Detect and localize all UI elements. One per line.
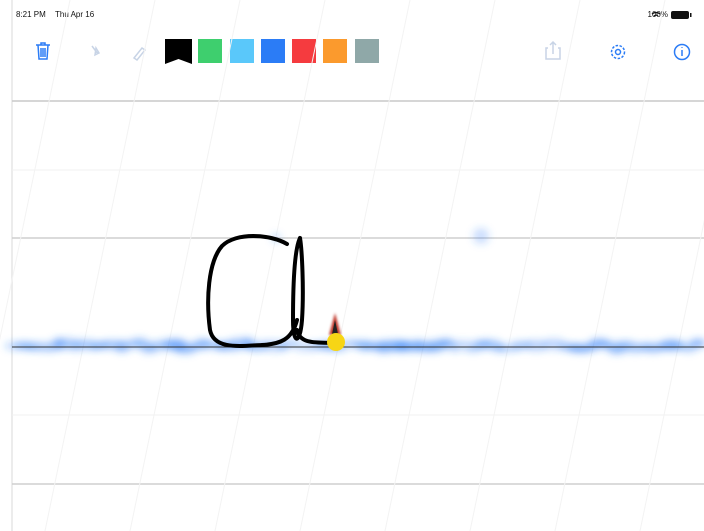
info-button[interactable] <box>673 43 691 61</box>
color-swatch[interactable] <box>165 39 192 64</box>
trash-button[interactable] <box>36 42 50 60</box>
battery-icon <box>671 11 689 19</box>
slant-line <box>44 0 156 531</box>
color-swatch[interactable] <box>261 39 285 63</box>
slant-line <box>214 0 326 531</box>
slant-line <box>469 0 581 531</box>
color-swatch[interactable] <box>230 39 254 63</box>
smudge-dot <box>473 228 489 244</box>
slant-line <box>299 0 411 531</box>
color-swatch[interactable] <box>323 39 347 63</box>
status-battery: 100% <box>648 10 668 19</box>
slant-line <box>554 0 666 531</box>
status-date: Thu Apr 16 <box>55 10 95 19</box>
color-swatch[interactable] <box>355 39 379 63</box>
slant-line <box>639 219 704 531</box>
slant-line <box>0 0 71 341</box>
undo-button[interactable] <box>91 45 101 57</box>
settings-button[interactable] <box>610 44 626 60</box>
color-palette <box>165 39 379 64</box>
wifi-icon <box>651 11 661 17</box>
battery-tip <box>690 13 692 17</box>
slant-line <box>129 0 241 531</box>
smudge-dot <box>284 339 302 348</box>
ruled-lines <box>12 100 704 485</box>
color-swatch[interactable] <box>292 39 316 63</box>
pen-cursor <box>327 313 345 351</box>
slant-line <box>384 0 496 531</box>
status-time: 8:21 PM <box>16 10 46 19</box>
smudge-dot <box>689 339 704 348</box>
share-button[interactable] <box>545 40 561 60</box>
color-swatch[interactable] <box>198 39 222 63</box>
